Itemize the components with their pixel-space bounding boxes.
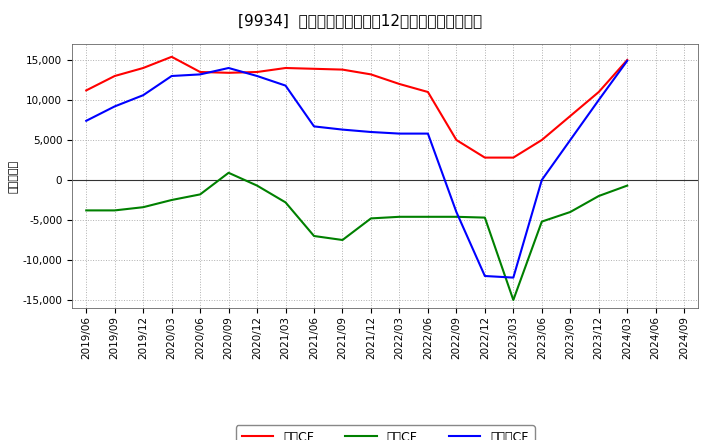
営業CF — [167, 54, 176, 59]
投資CF — [566, 209, 575, 215]
投資CF — [110, 208, 119, 213]
投資CF — [423, 214, 432, 220]
投資CF — [167, 198, 176, 203]
フリーCF — [167, 73, 176, 79]
フリーCF — [139, 92, 148, 98]
フリーCF — [282, 83, 290, 88]
営業CF — [537, 137, 546, 143]
フリーCF — [395, 131, 404, 136]
フリーCF — [480, 273, 489, 279]
Y-axis label: （百万円）: （百万円） — [8, 159, 18, 193]
投資CF — [480, 215, 489, 220]
フリーCF — [366, 129, 375, 135]
投資CF — [82, 208, 91, 213]
営業CF — [366, 72, 375, 77]
フリーCF — [338, 127, 347, 132]
投資CF — [282, 200, 290, 205]
Text: [9934]  キャッシュフローの12か月移動合計の推移: [9934] キャッシュフローの12か月移動合計の推移 — [238, 13, 482, 28]
営業CF — [225, 70, 233, 75]
フリーCF — [310, 124, 318, 129]
Line: 営業CF: 営業CF — [86, 57, 627, 158]
営業CF — [395, 81, 404, 87]
フリーCF — [509, 275, 518, 280]
営業CF — [566, 114, 575, 119]
投資CF — [537, 219, 546, 224]
投資CF — [623, 183, 631, 188]
Line: フリーCF: フリーCF — [86, 61, 627, 278]
営業CF — [423, 89, 432, 95]
フリーCF — [110, 104, 119, 109]
フリーCF — [253, 73, 261, 79]
フリーCF — [623, 58, 631, 63]
フリーCF — [423, 131, 432, 136]
フリーCF — [82, 118, 91, 124]
投資CF — [509, 297, 518, 303]
投資CF — [310, 233, 318, 238]
営業CF — [338, 67, 347, 72]
営業CF — [623, 57, 631, 62]
営業CF — [452, 137, 461, 143]
投資CF — [595, 193, 603, 198]
Line: 投資CF: 投資CF — [86, 173, 627, 300]
営業CF — [282, 66, 290, 71]
Legend: 営業CF, 投資CF, フリーCF: 営業CF, 投資CF, フリーCF — [235, 425, 535, 440]
投資CF — [452, 214, 461, 220]
フリーCF — [225, 66, 233, 71]
フリーCF — [196, 72, 204, 77]
投資CF — [395, 214, 404, 220]
営業CF — [310, 66, 318, 71]
営業CF — [110, 73, 119, 79]
投資CF — [253, 183, 261, 188]
投資CF — [225, 170, 233, 176]
営業CF — [139, 66, 148, 71]
フリーCF — [566, 137, 575, 143]
営業CF — [509, 155, 518, 160]
フリーCF — [595, 97, 603, 103]
営業CF — [253, 70, 261, 75]
フリーCF — [537, 177, 546, 183]
営業CF — [196, 70, 204, 75]
投資CF — [196, 192, 204, 197]
営業CF — [480, 155, 489, 160]
投資CF — [338, 237, 347, 242]
営業CF — [82, 88, 91, 93]
営業CF — [595, 89, 603, 95]
フリーCF — [452, 209, 461, 215]
投資CF — [139, 205, 148, 210]
投資CF — [366, 216, 375, 221]
